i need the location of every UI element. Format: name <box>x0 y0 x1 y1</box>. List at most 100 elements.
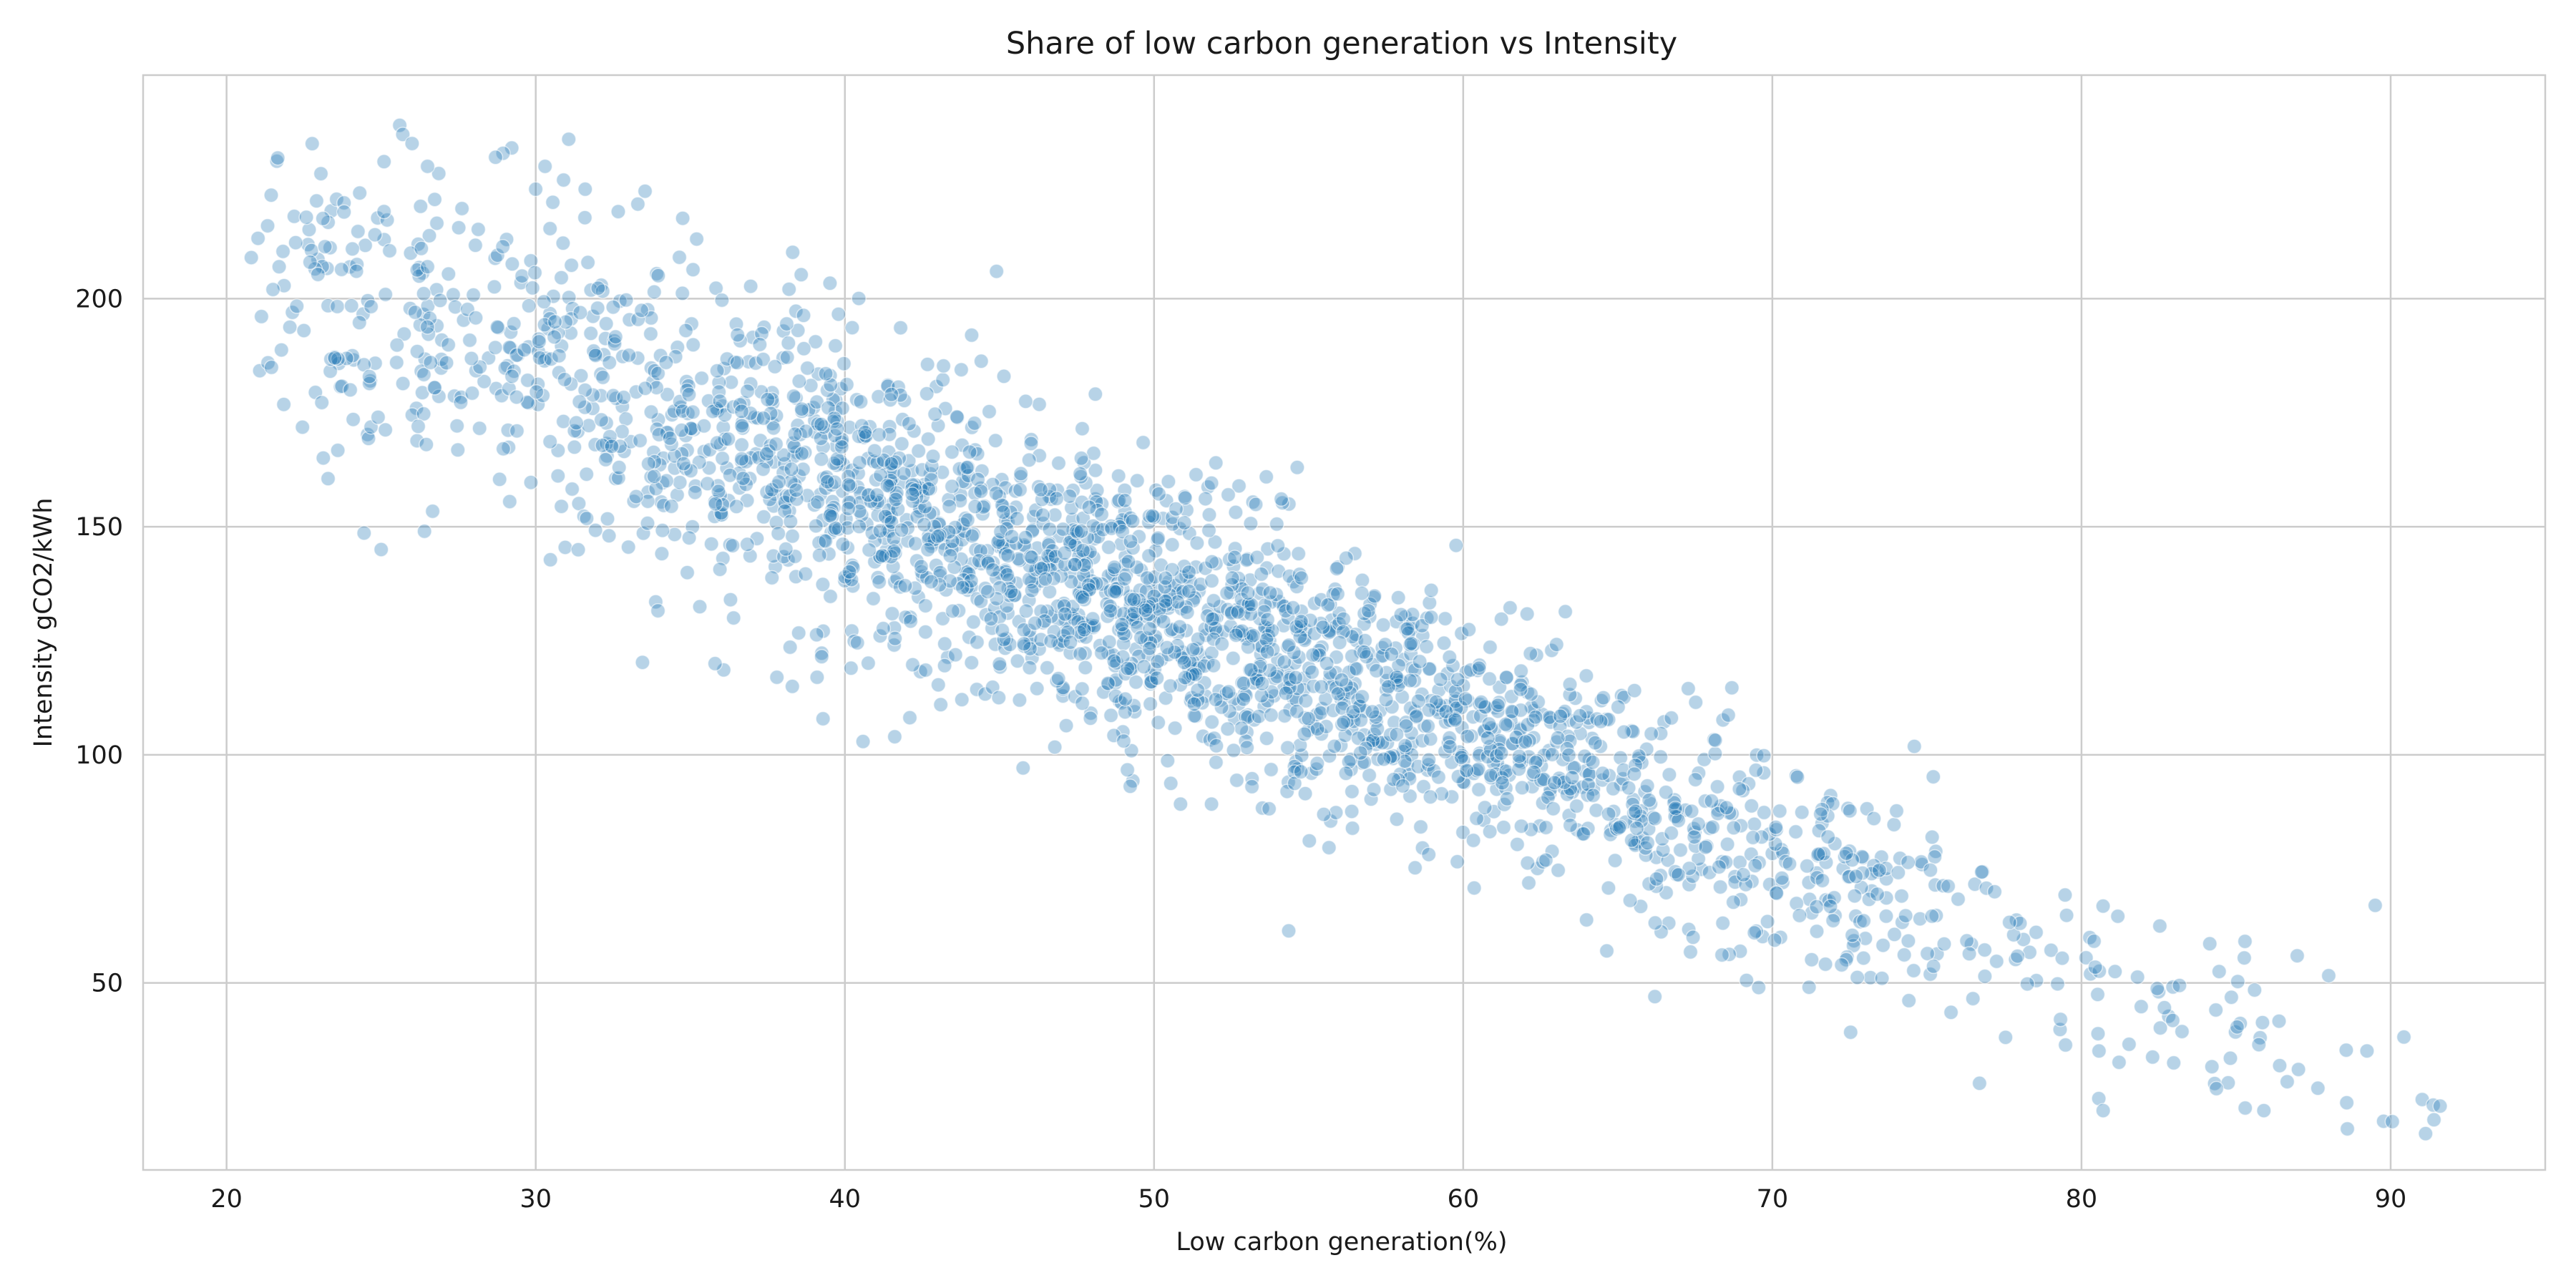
data-point <box>1208 691 1224 708</box>
data-point <box>1073 450 1089 467</box>
data-point <box>536 293 552 310</box>
data-point <box>344 241 361 257</box>
data-point <box>468 310 484 326</box>
data-point <box>1564 770 1580 786</box>
data-point <box>1031 396 1048 412</box>
data-point <box>1320 597 1336 613</box>
data-point <box>563 257 580 273</box>
data-point <box>1015 760 1031 776</box>
data-point <box>1488 748 1505 764</box>
data-point <box>1394 689 1410 705</box>
data-point <box>294 419 311 435</box>
data-point <box>2359 1043 2375 1059</box>
data-point <box>416 523 432 540</box>
data-point <box>1888 803 1905 819</box>
data-point <box>1719 800 1735 816</box>
data-point <box>1680 680 1697 697</box>
data-point <box>1278 686 1294 701</box>
data-point <box>769 669 785 686</box>
data-point <box>564 481 580 497</box>
data-point <box>590 280 606 296</box>
data-point <box>1149 670 1165 686</box>
data-point <box>1035 507 1051 523</box>
data-point <box>1532 818 1548 834</box>
data-point <box>1328 680 1345 696</box>
data-point <box>1125 513 1141 530</box>
data-point <box>1448 537 1464 553</box>
data-point <box>454 200 470 217</box>
data-point <box>567 439 582 455</box>
data-point <box>1681 922 1697 937</box>
data-point <box>429 215 445 231</box>
data-point <box>1461 622 1477 638</box>
data-point <box>2054 950 2070 966</box>
data-point <box>1161 474 1176 489</box>
data-point <box>1390 658 1407 673</box>
data-point <box>1611 820 1627 836</box>
data-point <box>2339 1121 2356 1137</box>
data-point <box>1663 825 1679 841</box>
data-point <box>514 268 530 284</box>
data-point <box>351 315 368 331</box>
data-point <box>419 436 434 452</box>
data-point <box>640 515 655 532</box>
data-point <box>313 394 330 411</box>
data-point <box>1197 491 1214 507</box>
data-point <box>450 442 466 458</box>
data-point <box>1697 793 1713 809</box>
data-point <box>1166 644 1183 660</box>
data-point <box>1259 612 1276 628</box>
data-point <box>1804 904 1820 921</box>
data-point <box>808 518 824 534</box>
data-point <box>953 361 970 378</box>
data-point <box>2021 945 2038 960</box>
data-point <box>243 250 259 265</box>
data-point <box>327 350 343 366</box>
data-point <box>1976 942 1993 958</box>
data-point <box>1293 763 1309 780</box>
data-point <box>1496 819 1512 835</box>
data-point <box>1481 716 1497 732</box>
data-point <box>844 320 860 336</box>
data-point <box>1089 502 1106 518</box>
data-point <box>328 191 345 208</box>
data-point <box>1111 492 1127 508</box>
data-point <box>973 353 990 369</box>
data-point <box>814 451 829 467</box>
data-point <box>1273 491 1289 507</box>
data-point <box>1113 536 1129 552</box>
data-point <box>635 525 651 541</box>
data-point <box>509 389 525 405</box>
data-point <box>849 635 865 651</box>
data-point <box>1116 733 1132 749</box>
data-point <box>601 354 618 371</box>
x-tick-label: 40 <box>829 1185 861 1214</box>
data-point <box>553 270 570 286</box>
data-point <box>2208 1080 2225 1097</box>
data-point <box>1436 635 1452 651</box>
data-point <box>1526 730 1542 746</box>
data-point <box>714 292 730 308</box>
data-point <box>876 452 892 468</box>
data-point <box>1513 818 1529 834</box>
data-point <box>1204 796 1219 812</box>
data-point <box>1298 693 1314 709</box>
data-point <box>2166 1055 2182 1071</box>
data-point <box>788 569 804 585</box>
data-point <box>1498 763 1514 779</box>
data-point <box>1585 787 1601 804</box>
data-point <box>1245 494 1261 510</box>
data-point <box>1641 792 1657 809</box>
data-point <box>348 263 364 279</box>
data-point <box>696 418 712 434</box>
data-point <box>1738 877 1754 892</box>
data-point <box>672 474 688 490</box>
data-point <box>1389 726 1405 743</box>
data-point <box>504 369 520 384</box>
data-point <box>1726 820 1742 836</box>
data-point <box>788 482 804 498</box>
data-point <box>819 474 836 490</box>
data-point <box>551 348 567 364</box>
data-point <box>1616 724 1632 740</box>
data-point <box>1724 680 1740 696</box>
